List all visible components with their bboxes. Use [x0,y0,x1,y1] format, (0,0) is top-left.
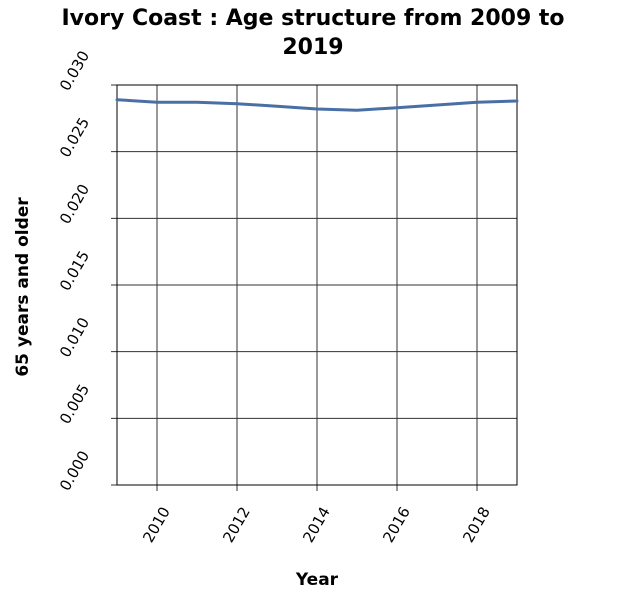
series-layer [115,98,519,112]
chart-title-line-1: Ivory Coast : Age structure from 2009 to [61,6,565,31]
series-line [115,98,519,112]
x-tick-labels: 2010 2012 2014 2016 2018 [139,504,494,546]
y-tick-labels: 0.000 0.005 0.010 0.015 0.020 0.025 0.030 [56,48,93,494]
x-axis-title: Year [295,570,339,590]
x-tick-label: 2012 [219,504,254,546]
y-tick-label: 0.015 [56,248,93,294]
y-tick-label: 0.030 [56,48,93,94]
y-tick-label: 0.000 [56,448,93,494]
y-tick-label: 0.020 [56,181,93,227]
chart-title-line-2: 2019 [282,35,344,60]
plot-area [116,84,518,486]
chart-title: Ivory Coast : Age structure from 2009 to… [0,4,626,62]
y-axis-title: 65 years and older [13,197,33,377]
y-tick-label: 0.005 [56,381,93,427]
x-tick-label: 2016 [379,504,414,546]
y-tick-label: 0.010 [56,314,93,360]
grid-lines [111,84,517,491]
y-tick-label: 0.025 [56,114,93,160]
x-tick-label: 2014 [299,504,334,546]
x-tick-label: 2010 [139,504,174,546]
x-tick-label: 2018 [459,504,494,546]
